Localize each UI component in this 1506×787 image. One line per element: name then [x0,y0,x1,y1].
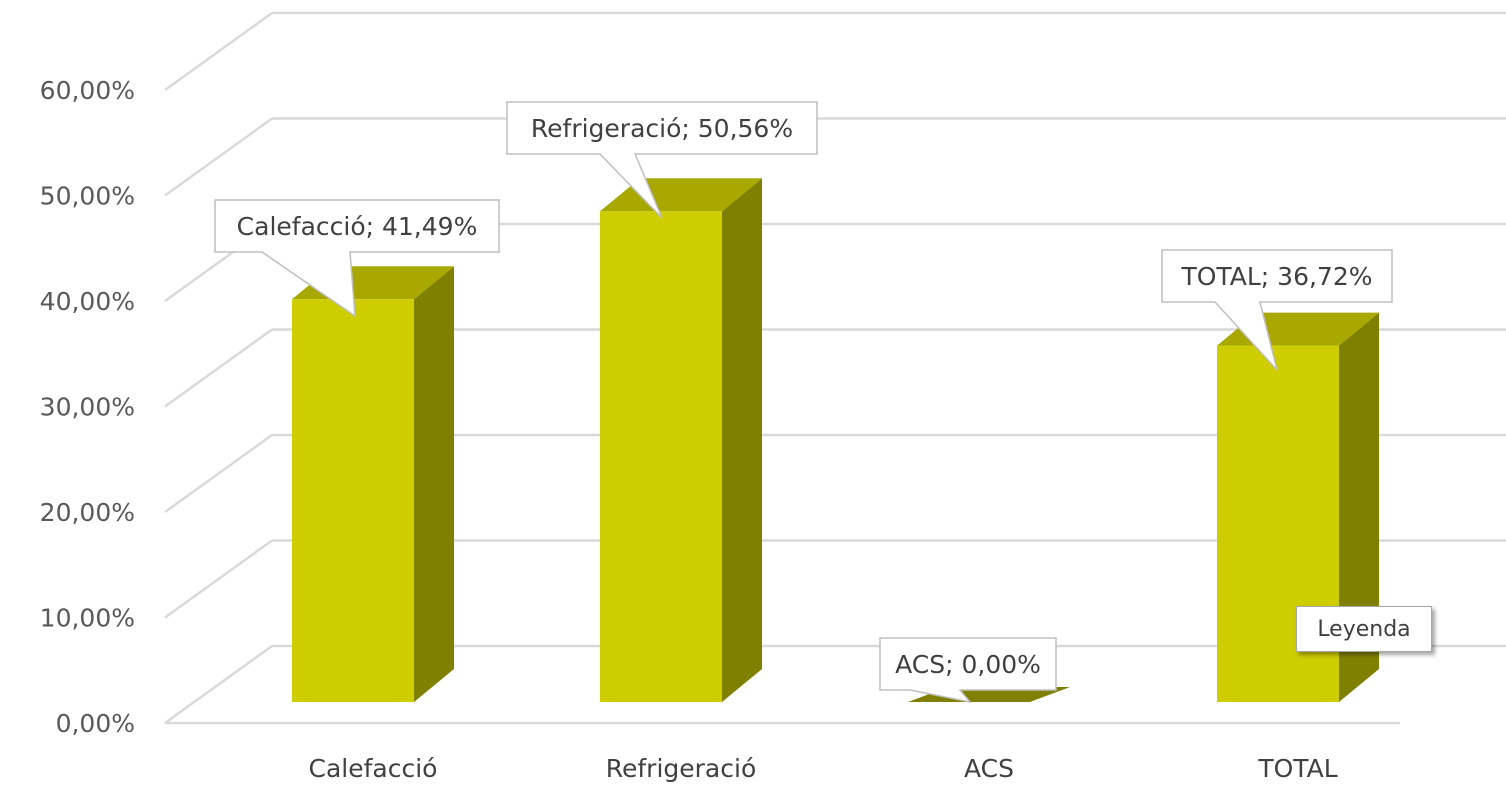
category-label: ACS [964,754,1014,783]
gridline-side [164,644,273,725]
y-tick-label: 50,00% [40,182,135,211]
data-label: Refrigeració; 50,56% [531,114,793,143]
legend-tooltip: Leyenda [1296,606,1432,652]
callout-box [879,637,1057,704]
data-label-callout: TOTAL; 36,72% [1161,249,1393,371]
gridline-side [164,328,273,408]
callout-box [1161,249,1393,371]
gridline-side [164,117,273,197]
category-label: Calefacció [309,754,438,783]
data-labels: Calefacció; 41,49% Refrigeració; 50,56% AC… [214,101,1393,704]
y-tick-label: 20,00% [40,498,135,527]
bar-front-face [600,211,722,702]
category-label: Refrigeració [606,754,757,783]
bar-2 [600,178,762,702]
bar-front-face [292,299,414,702]
y-tick-label: 30,00% [40,393,135,422]
category-labels: Calefacció Refrigeració ACS TOTAL [309,754,1338,783]
data-label-callout: Refrigeració; 50,56% [506,101,818,219]
gridlines [164,11,1506,725]
gridline-side [164,433,273,514]
bar-side-face [414,266,454,702]
callout-box [506,101,818,219]
bar-side-face [722,178,762,702]
data-label: Calefacció; 41,49% [237,212,478,241]
y-axis-ticks: 0,00% 10,00% 20,00% 30,00% 40,00% 50,00% 60,00… [40,76,135,738]
y-tick-label: 40,00% [40,287,135,316]
data-label: ACS; 0,00% [895,650,1041,679]
data-label-callout: Calefacció; 41,49% [214,199,500,318]
category-label: TOTAL [1257,754,1337,783]
bar-side-face [1339,312,1379,702]
bar-1 [292,266,454,702]
y-tick-label: 60,00% [40,76,135,105]
data-label-callout: ACS; 0,00% [879,637,1057,704]
gridline-side [164,11,273,92]
gridline-side [164,539,273,619]
callout-box [214,199,500,318]
data-label: TOTAL; 36,72% [1180,262,1372,291]
y-tick-label: 10,00% [40,604,135,633]
bars [292,178,1379,702]
y-tick-label: 0,00% [56,709,135,738]
